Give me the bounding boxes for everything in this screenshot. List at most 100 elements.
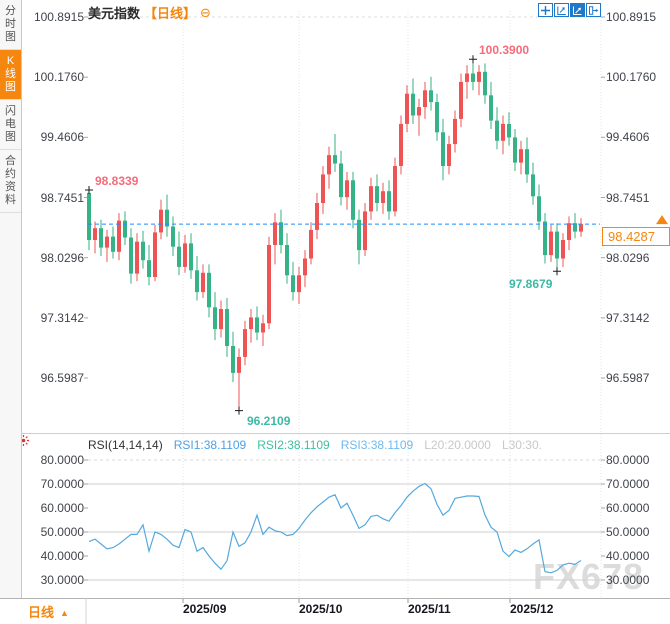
- candle: [543, 213, 547, 264]
- period-up-arrow-icon: ▲: [60, 608, 69, 618]
- candle: [411, 78, 415, 124]
- sidebar-item-char: 合: [5, 155, 16, 167]
- candle: [513, 129, 517, 171]
- candle: [123, 211, 127, 245]
- collapse-panel-icon[interactable]: ⊖: [200, 5, 211, 20]
- sidebar-item-char: 分: [5, 5, 16, 17]
- candle: [567, 216, 571, 251]
- candle: [501, 115, 505, 155]
- extreme-cross-marker: [235, 406, 243, 415]
- candle: [333, 134, 337, 172]
- zoom-horizontal-tool-icon[interactable]: [554, 3, 569, 17]
- period-selector[interactable]: 日线 ▲: [28, 602, 69, 621]
- rsi-axis-label-right: 30.0000: [606, 573, 650, 587]
- symbol-name: 美元指数: [88, 6, 141, 21]
- rsi1-value: RSI1:38.1109: [173, 438, 247, 452]
- candle: [483, 63, 487, 104]
- price-axis-label-left: 97.3142: [40, 310, 84, 325]
- rsi-axis-label-left: 80.0000: [40, 453, 84, 467]
- price-axis-label-right: 100.1760: [606, 70, 657, 85]
- candle: [219, 300, 223, 338]
- candle: [99, 219, 103, 256]
- rsi-axis-label-left: 70.0000: [40, 477, 84, 491]
- candle: [213, 292, 217, 341]
- zoom-vertical-tool-icon[interactable]: [570, 3, 585, 17]
- candle: [519, 140, 523, 175]
- candle: [549, 224, 553, 262]
- candle: [231, 331, 235, 383]
- current-price-tag: 98.4287: [602, 227, 670, 246]
- candle: [525, 137, 529, 183]
- candle: [363, 203, 367, 256]
- candle: [207, 264, 211, 318]
- candle: [93, 221, 97, 254]
- rsi-l20-level: L20:20.0000: [424, 438, 491, 452]
- candle: [183, 234, 187, 273]
- sidebar-item-合约资料[interactable]: 合约资料: [0, 150, 21, 213]
- sidebar-item-char: K: [6, 55, 15, 67]
- candle: [531, 162, 535, 205]
- candle: [489, 81, 493, 129]
- recent-low-annotation: 97.8679: [509, 277, 553, 292]
- chart-title: 美元指数 【日线】 ⊖: [88, 3, 211, 22]
- rsi-axis-label-left: 60.0000: [40, 501, 84, 515]
- candle: [561, 233, 565, 267]
- candle: [147, 245, 151, 286]
- candle: [303, 250, 307, 288]
- sidebar-item-char: 约: [5, 168, 16, 180]
- price-axis-label-left: 100.8915: [33, 10, 84, 24]
- rsi-legend: RSI(14,14,14) RSI1:38.1109 RSI2:38.1109 …: [88, 438, 542, 452]
- sidebar-item-char: 时: [5, 18, 16, 30]
- x-axis-date-label: 2025/09: [183, 602, 227, 616]
- sidebar-item-char: 料: [5, 194, 16, 206]
- sidebar-item-char: 图: [5, 131, 16, 143]
- candle: [243, 320, 247, 366]
- candle: [435, 93, 439, 141]
- sidebar-item-char: 电: [5, 118, 16, 130]
- rsi-params-label: RSI(14,14,14): [88, 438, 163, 452]
- rsi-axis-label-right: 70.0000: [606, 477, 650, 491]
- rsi2-value: RSI2:38.1109: [257, 438, 330, 452]
- current-price-arrow-icon: [656, 215, 668, 225]
- candle: [273, 213, 277, 265]
- price-axis-label-left: 98.7451: [40, 190, 84, 205]
- candle: [87, 190, 91, 251]
- price-axis-label-left: 100.1760: [33, 70, 84, 85]
- exit-fullscreen-tool-icon[interactable]: [586, 3, 601, 17]
- candle: [117, 213, 121, 261]
- candle: [153, 224, 157, 282]
- candle: [171, 216, 175, 256]
- sidebar-item-分时图[interactable]: 分时图: [0, 0, 21, 50]
- candle: [201, 264, 205, 298]
- candle: [495, 107, 499, 150]
- candle: [441, 118, 445, 181]
- candle: [393, 157, 397, 217]
- price-axis-label-left: 99.4606: [40, 130, 84, 145]
- candle: [291, 261, 295, 301]
- rsi3-value: RSI3:38.1109: [340, 438, 414, 452]
- candle: [165, 194, 169, 237]
- rsi-line: [88, 482, 582, 574]
- period-low-annotation: 96.2109: [247, 413, 291, 428]
- price-axis-label-right: 98.7451: [606, 190, 650, 205]
- rsi-axis-label-left: 30.0000: [40, 573, 84, 587]
- candle: [357, 209, 361, 265]
- candle: [315, 192, 319, 240]
- candle: [135, 233, 139, 282]
- x-axis-date-label: 2025/11: [408, 602, 451, 616]
- sidebar-item-char: 图: [5, 81, 16, 93]
- candle: [507, 112, 511, 146]
- sidebar-item-闪电图[interactable]: 闪电图: [0, 100, 21, 150]
- extreme-cross-marker: [469, 55, 477, 64]
- candle: [327, 146, 331, 189]
- price-axis-label-right: 98.0296: [606, 250, 650, 265]
- extreme-cross-marker: [553, 267, 561, 276]
- sidebar-item-char: 线: [5, 68, 16, 80]
- crosshair-tool-icon[interactable]: [538, 3, 553, 17]
- sidebar-item-char: 图: [5, 31, 16, 43]
- candle: [555, 223, 559, 272]
- candle: [351, 171, 355, 229]
